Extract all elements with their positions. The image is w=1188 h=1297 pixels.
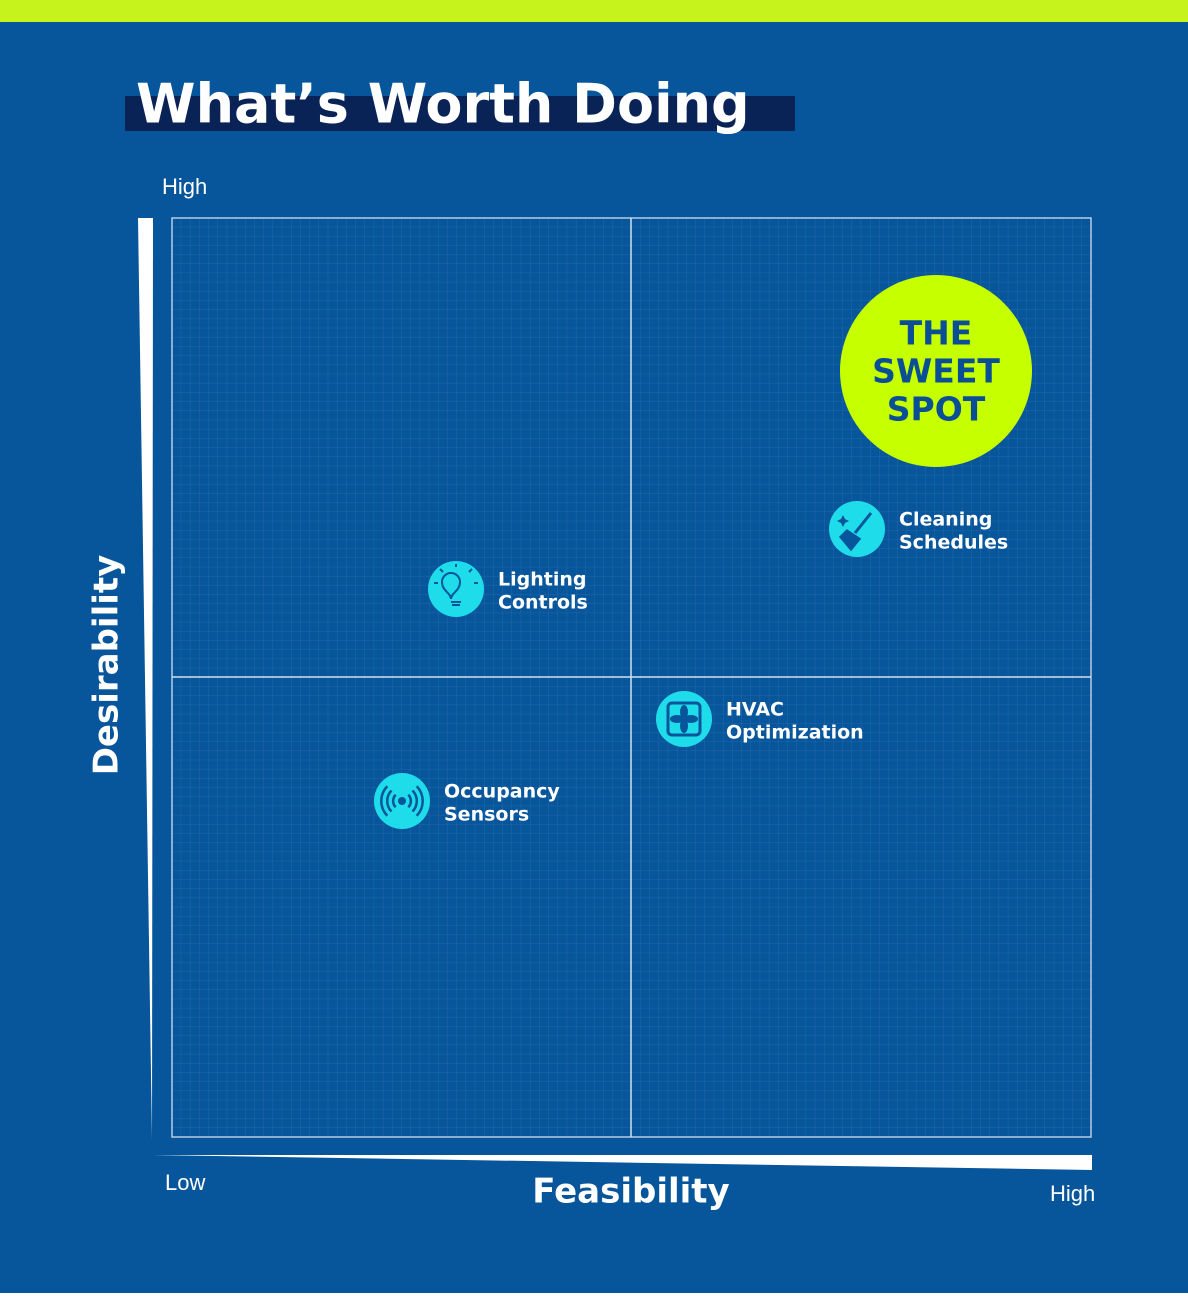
icon-glyph — [838, 512, 873, 552]
icon-glyph — [837, 515, 849, 527]
item-label: HVAC — [726, 699, 784, 721]
x-axis-high: High — [1050, 1181, 1095, 1206]
icon-glyph — [680, 705, 688, 719]
sweet-spot-text: SPOT — [887, 390, 986, 429]
item-label: Controls — [498, 592, 588, 614]
item-label: Lighting — [498, 569, 586, 591]
icon-glyph — [391, 793, 413, 809]
icon-glyph — [666, 701, 702, 737]
icon-glyph — [398, 797, 406, 805]
top-bar — [0, 0, 1188, 22]
title-highlight — [125, 96, 795, 131]
sweet-spot-text: SWEET — [872, 352, 1000, 391]
icon-glyph — [434, 564, 478, 606]
y-axis-label: Desirability — [87, 555, 127, 776]
y-axis-high: High — [162, 174, 207, 199]
sweet-spot-text: THE — [900, 314, 973, 353]
item-label: Occupancy — [444, 781, 560, 803]
icon-glyph — [684, 715, 698, 723]
icon-glyph — [385, 789, 419, 813]
item-label: Optimization — [726, 722, 864, 744]
x-axis-wedge — [152, 1155, 1092, 1170]
sweet-spot — [840, 275, 1032, 467]
item-label: Sensors — [444, 804, 529, 826]
x-axis-label: Feasibility — [532, 1172, 729, 1212]
y-axis-wedge — [138, 218, 153, 1140]
icon-glyph — [680, 719, 688, 733]
x-axis-low: Low — [165, 1170, 205, 1195]
item-icon — [428, 561, 484, 617]
icon-glyph — [670, 715, 684, 723]
title: What’s Worth Doing — [136, 73, 750, 136]
item-label: Cleaning — [899, 509, 992, 531]
item-label: Schedules — [899, 532, 1008, 554]
icon-glyph — [380, 785, 424, 817]
